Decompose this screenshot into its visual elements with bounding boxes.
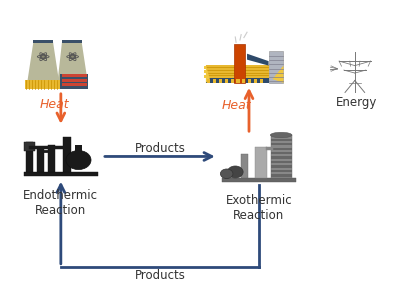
FancyBboxPatch shape — [25, 80, 61, 88]
FancyBboxPatch shape — [269, 51, 284, 83]
FancyBboxPatch shape — [271, 147, 292, 150]
FancyBboxPatch shape — [206, 65, 269, 79]
FancyBboxPatch shape — [242, 79, 246, 83]
FancyBboxPatch shape — [271, 165, 292, 168]
Text: Endothermic
Reaction: Endothermic Reaction — [23, 189, 98, 217]
FancyBboxPatch shape — [222, 178, 296, 182]
FancyBboxPatch shape — [33, 40, 53, 43]
FancyBboxPatch shape — [270, 135, 292, 178]
FancyBboxPatch shape — [62, 79, 88, 82]
Polygon shape — [58, 42, 88, 81]
FancyBboxPatch shape — [230, 79, 234, 83]
FancyBboxPatch shape — [204, 66, 206, 69]
Ellipse shape — [270, 132, 292, 138]
FancyBboxPatch shape — [24, 142, 34, 150]
FancyBboxPatch shape — [236, 79, 240, 83]
FancyBboxPatch shape — [75, 145, 82, 150]
FancyBboxPatch shape — [204, 74, 206, 78]
FancyBboxPatch shape — [48, 145, 55, 172]
FancyBboxPatch shape — [206, 78, 269, 83]
Polygon shape — [272, 66, 284, 83]
FancyBboxPatch shape — [62, 74, 88, 77]
FancyBboxPatch shape — [219, 79, 222, 83]
FancyBboxPatch shape — [24, 172, 98, 176]
FancyBboxPatch shape — [271, 174, 292, 177]
FancyBboxPatch shape — [62, 84, 88, 86]
Circle shape — [70, 54, 76, 59]
FancyBboxPatch shape — [241, 154, 248, 178]
FancyBboxPatch shape — [271, 170, 292, 172]
Circle shape — [220, 169, 233, 178]
FancyBboxPatch shape — [37, 147, 44, 172]
FancyBboxPatch shape — [225, 79, 228, 83]
FancyBboxPatch shape — [213, 79, 216, 83]
FancyBboxPatch shape — [254, 79, 257, 83]
FancyBboxPatch shape — [271, 143, 292, 145]
Circle shape — [40, 54, 46, 59]
FancyBboxPatch shape — [234, 44, 246, 83]
FancyBboxPatch shape — [204, 70, 206, 73]
FancyBboxPatch shape — [255, 147, 267, 178]
Text: Products: Products — [134, 269, 185, 282]
FancyBboxPatch shape — [271, 157, 292, 159]
Polygon shape — [247, 54, 269, 66]
Circle shape — [228, 166, 243, 178]
Text: Exothermic
Reaction: Exothermic Reaction — [226, 194, 292, 222]
Circle shape — [66, 150, 91, 170]
FancyBboxPatch shape — [271, 161, 292, 163]
Text: Heat: Heat — [222, 98, 251, 112]
Polygon shape — [28, 42, 59, 81]
Text: Energy: Energy — [336, 96, 378, 109]
FancyBboxPatch shape — [62, 40, 82, 43]
Text: Heat: Heat — [39, 98, 69, 111]
FancyBboxPatch shape — [60, 74, 88, 88]
FancyBboxPatch shape — [271, 152, 292, 154]
FancyBboxPatch shape — [248, 79, 251, 83]
Text: Products: Products — [134, 142, 185, 155]
Polygon shape — [206, 65, 210, 83]
FancyBboxPatch shape — [271, 139, 292, 141]
FancyBboxPatch shape — [260, 79, 263, 83]
FancyBboxPatch shape — [63, 136, 72, 172]
FancyBboxPatch shape — [26, 143, 34, 172]
FancyBboxPatch shape — [207, 79, 210, 83]
